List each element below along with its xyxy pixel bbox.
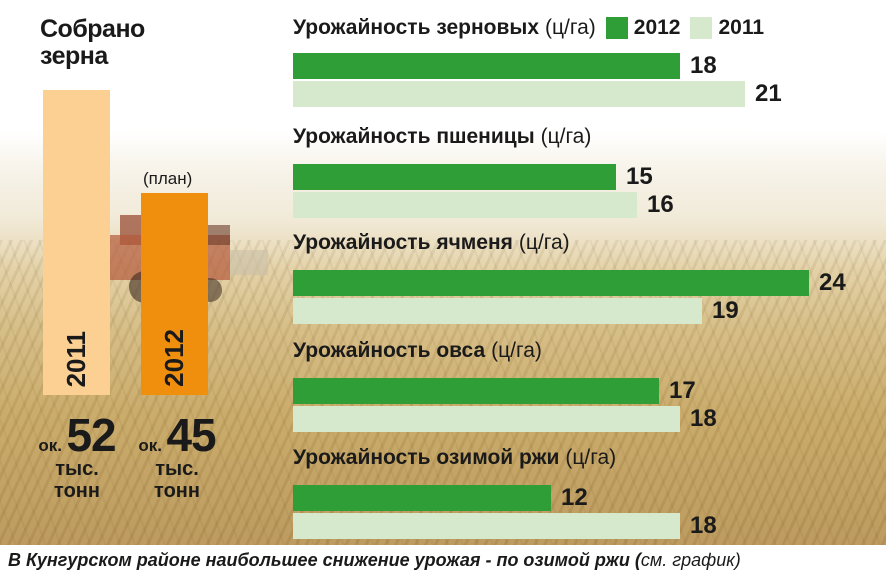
bar-2012 (293, 164, 616, 190)
total-unit-line1: тыс. (155, 458, 199, 480)
bar-2012 (293, 485, 551, 511)
pillar-2011: 2011 (43, 90, 110, 395)
category-title: Урожайность ячменя (ц/га) (293, 231, 570, 255)
legend-swatch-2012 (605, 17, 628, 39)
total-amount: 45 (166, 409, 216, 461)
bar-value-label: 19 (712, 297, 739, 324)
category-unit: (ц/га) (518, 231, 570, 254)
legend-swatch-2011 (690, 17, 713, 39)
bar-value-label: 17 (669, 377, 696, 404)
category-title: Урожайность пшеницы (ц/га) (293, 125, 591, 149)
category-name: Урожайность овса (293, 339, 486, 362)
bar-value-label: 18 (690, 405, 717, 432)
total-harvest-title-line1: Собрано (40, 15, 145, 43)
bar-2011 (293, 406, 680, 432)
caption: В Кунгурском районе наибольшее снижение … (8, 545, 886, 575)
bar-2011 (293, 192, 637, 218)
pillar-2012: 2012 (141, 193, 208, 395)
total-unit-line2: тонн (154, 480, 200, 502)
caption-tail: см. график) (640, 550, 741, 570)
legend-label-2012: 2012 (633, 16, 681, 39)
category-title: Урожайность овса (ц/га) (293, 339, 542, 363)
bar-2012 (293, 270, 809, 296)
category-unit: (ц/га) (491, 339, 542, 362)
bar-value-label: 18 (690, 52, 717, 79)
yield-bar-chart: 18 21 Урожайность пшеницы (ц/га) 15 16 Урожайн… (293, 52, 846, 539)
total-unit-line1: тыс. (55, 458, 99, 480)
category-unit: (ц/га) (540, 125, 592, 148)
caption-main: В Кунгурском районе наибольшее снижение … (8, 550, 641, 570)
legend-label-2011: 2011 (718, 16, 765, 39)
bar-2011 (293, 81, 745, 107)
total-2011: ок. 52 тыс. тонн (22, 412, 132, 502)
category-unit: (ц/га) (565, 446, 617, 469)
chart-legend: Урожайность зерновых (ц/га) 2012 2011 (293, 14, 764, 42)
category-name: Урожайность ячменя (293, 231, 513, 254)
bar-2011 (293, 298, 702, 324)
bar-value-label: 21 (755, 80, 782, 107)
total-harvest-title: Собрано зерна (40, 16, 145, 70)
bar-2011 (293, 513, 680, 539)
category-name: Урожайность озимой ржи (293, 446, 560, 469)
bar-2012 (293, 378, 659, 404)
approx-label: ок. (38, 436, 62, 455)
bar-value-label: 15 (626, 163, 653, 190)
category-name: Урожайность пшеницы (293, 125, 535, 148)
total-harvest-title-line2: зерна (40, 42, 108, 70)
total-amount: 52 (66, 409, 116, 461)
total-2012: ок. 45 тыс. тонн (122, 412, 232, 502)
total-unit-line2: тонн (54, 480, 100, 502)
plan-note: (план) (143, 169, 193, 188)
bar-value-label: 24 (819, 269, 846, 296)
bar-value-label: 12 (561, 484, 588, 511)
first-group-title: Урожайность зерновых (293, 16, 540, 39)
first-group-unit: (ц/га) (545, 16, 596, 39)
bar-value-label: 16 (647, 191, 674, 218)
bar-value-label: 18 (690, 512, 717, 539)
approx-label: ок. (138, 436, 162, 455)
bar-2012 (293, 53, 680, 79)
category-title: Урожайность озимой ржи (ц/га) (293, 446, 616, 470)
